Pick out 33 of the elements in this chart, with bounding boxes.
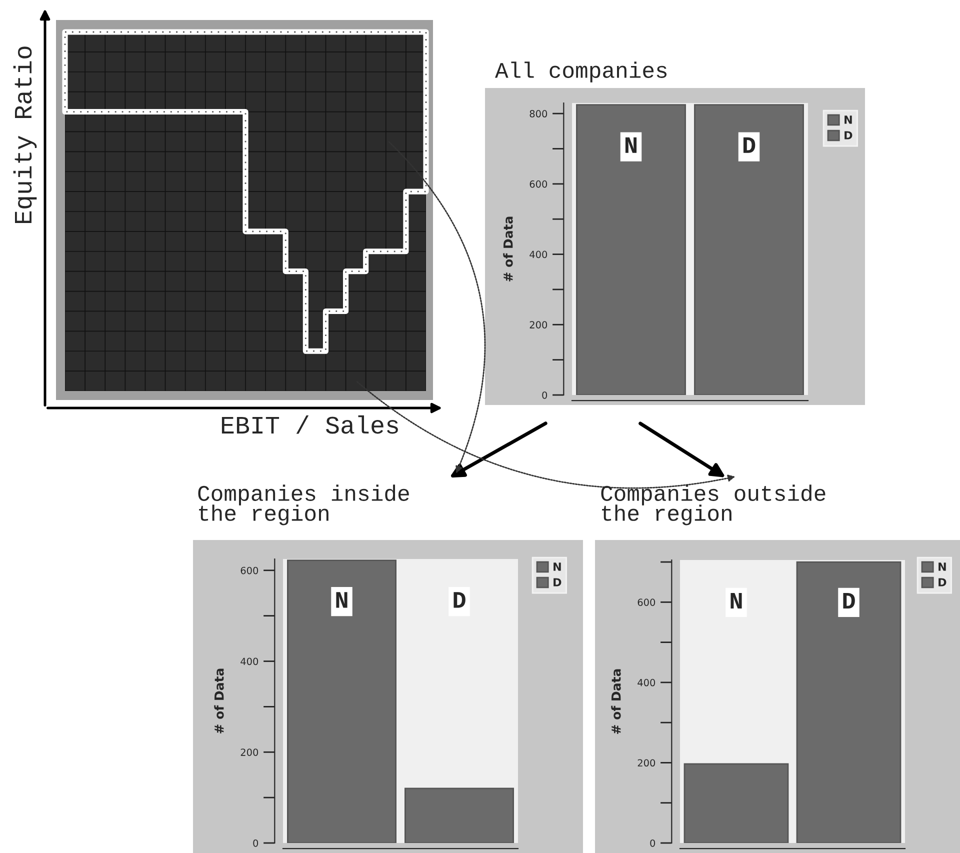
category-label: N: [336, 592, 348, 608]
text: EBIT / Sales: [222, 415, 398, 434]
y-tick-label: 400: [530, 250, 548, 258]
y-tick-label: 800: [530, 110, 548, 118]
y-tick-label: 600: [240, 566, 258, 574]
y-axis-title: # of Data: [214, 668, 224, 734]
y-tick-label: 600: [638, 598, 656, 606]
y-tick-label: 200: [638, 759, 656, 767]
y-axis-title: # of Data: [611, 669, 621, 734]
legend-label: D: [554, 578, 562, 586]
legend-label: D: [844, 131, 852, 140]
y-tick-label: 400: [240, 658, 258, 666]
chart-title: All companies: [495, 62, 667, 82]
y-tick-label: 0: [253, 839, 258, 847]
y-tick-label: 400: [638, 678, 656, 686]
legend-label: N: [844, 116, 852, 124]
y-tick-label: 0: [542, 391, 548, 399]
legend-label: D: [938, 578, 946, 586]
text: Equity Ratio: [13, 46, 37, 224]
legend-label: N: [938, 562, 946, 571]
chart-title: Companies outside the region: [601, 484, 826, 526]
category-label: N: [625, 137, 637, 153]
category-label: D: [454, 592, 466, 608]
y-axis-title: # of Data: [503, 216, 513, 282]
y-tick-label: 600: [530, 180, 548, 188]
legend-label: N: [554, 562, 561, 571]
y-tick-label: 200: [240, 748, 258, 756]
chart-title: Companies inside the region: [198, 484, 409, 526]
y-tick-label: 0: [650, 839, 656, 847]
category-label: D: [743, 137, 756, 153]
category-label: D: [843, 593, 855, 609]
category-label: N: [730, 593, 742, 609]
y-tick-label: 200: [530, 321, 548, 328]
